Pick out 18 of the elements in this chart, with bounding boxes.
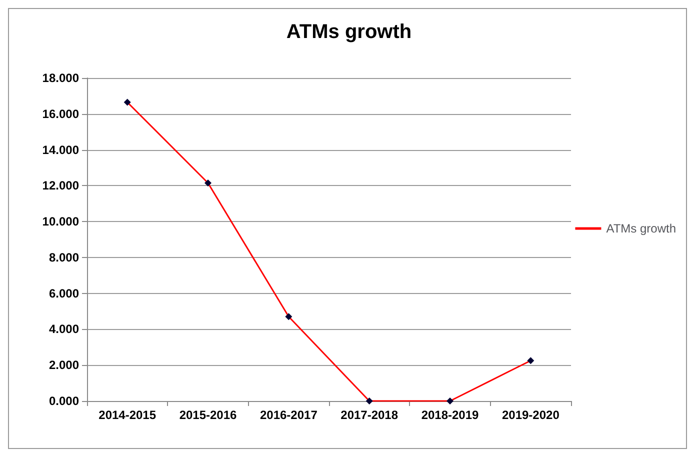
y-tick-label: 6.000 xyxy=(48,286,80,300)
y-tick-label: 12.000 xyxy=(42,178,80,193)
y-tick-label: 2.000 xyxy=(48,358,80,372)
y-tick-label: 4.000 xyxy=(48,322,80,336)
y-tick-label: 8.000 xyxy=(48,250,80,264)
y-tick-label: 16.000 xyxy=(42,106,80,121)
chart-title: ATMs growth xyxy=(286,21,412,43)
y-tick-label: 14.000 xyxy=(42,142,80,157)
x-tick-label: 2018-2019 xyxy=(421,408,480,422)
x-tick-label: 2019-2020 xyxy=(502,408,560,422)
x-tick-label: 2014-2015 xyxy=(98,408,156,422)
y-tick-label: 18.000 xyxy=(42,71,80,85)
y-tick-label: 0.000 xyxy=(48,394,80,408)
x-tick-label: 2016-2017 xyxy=(260,408,318,422)
x-tick-label: 2015-2016 xyxy=(179,408,238,422)
x-tick-label: 2017-2018 xyxy=(340,408,398,422)
y-tick-label: 10.000 xyxy=(42,214,80,229)
legend-label: ATMs growth xyxy=(606,222,676,236)
